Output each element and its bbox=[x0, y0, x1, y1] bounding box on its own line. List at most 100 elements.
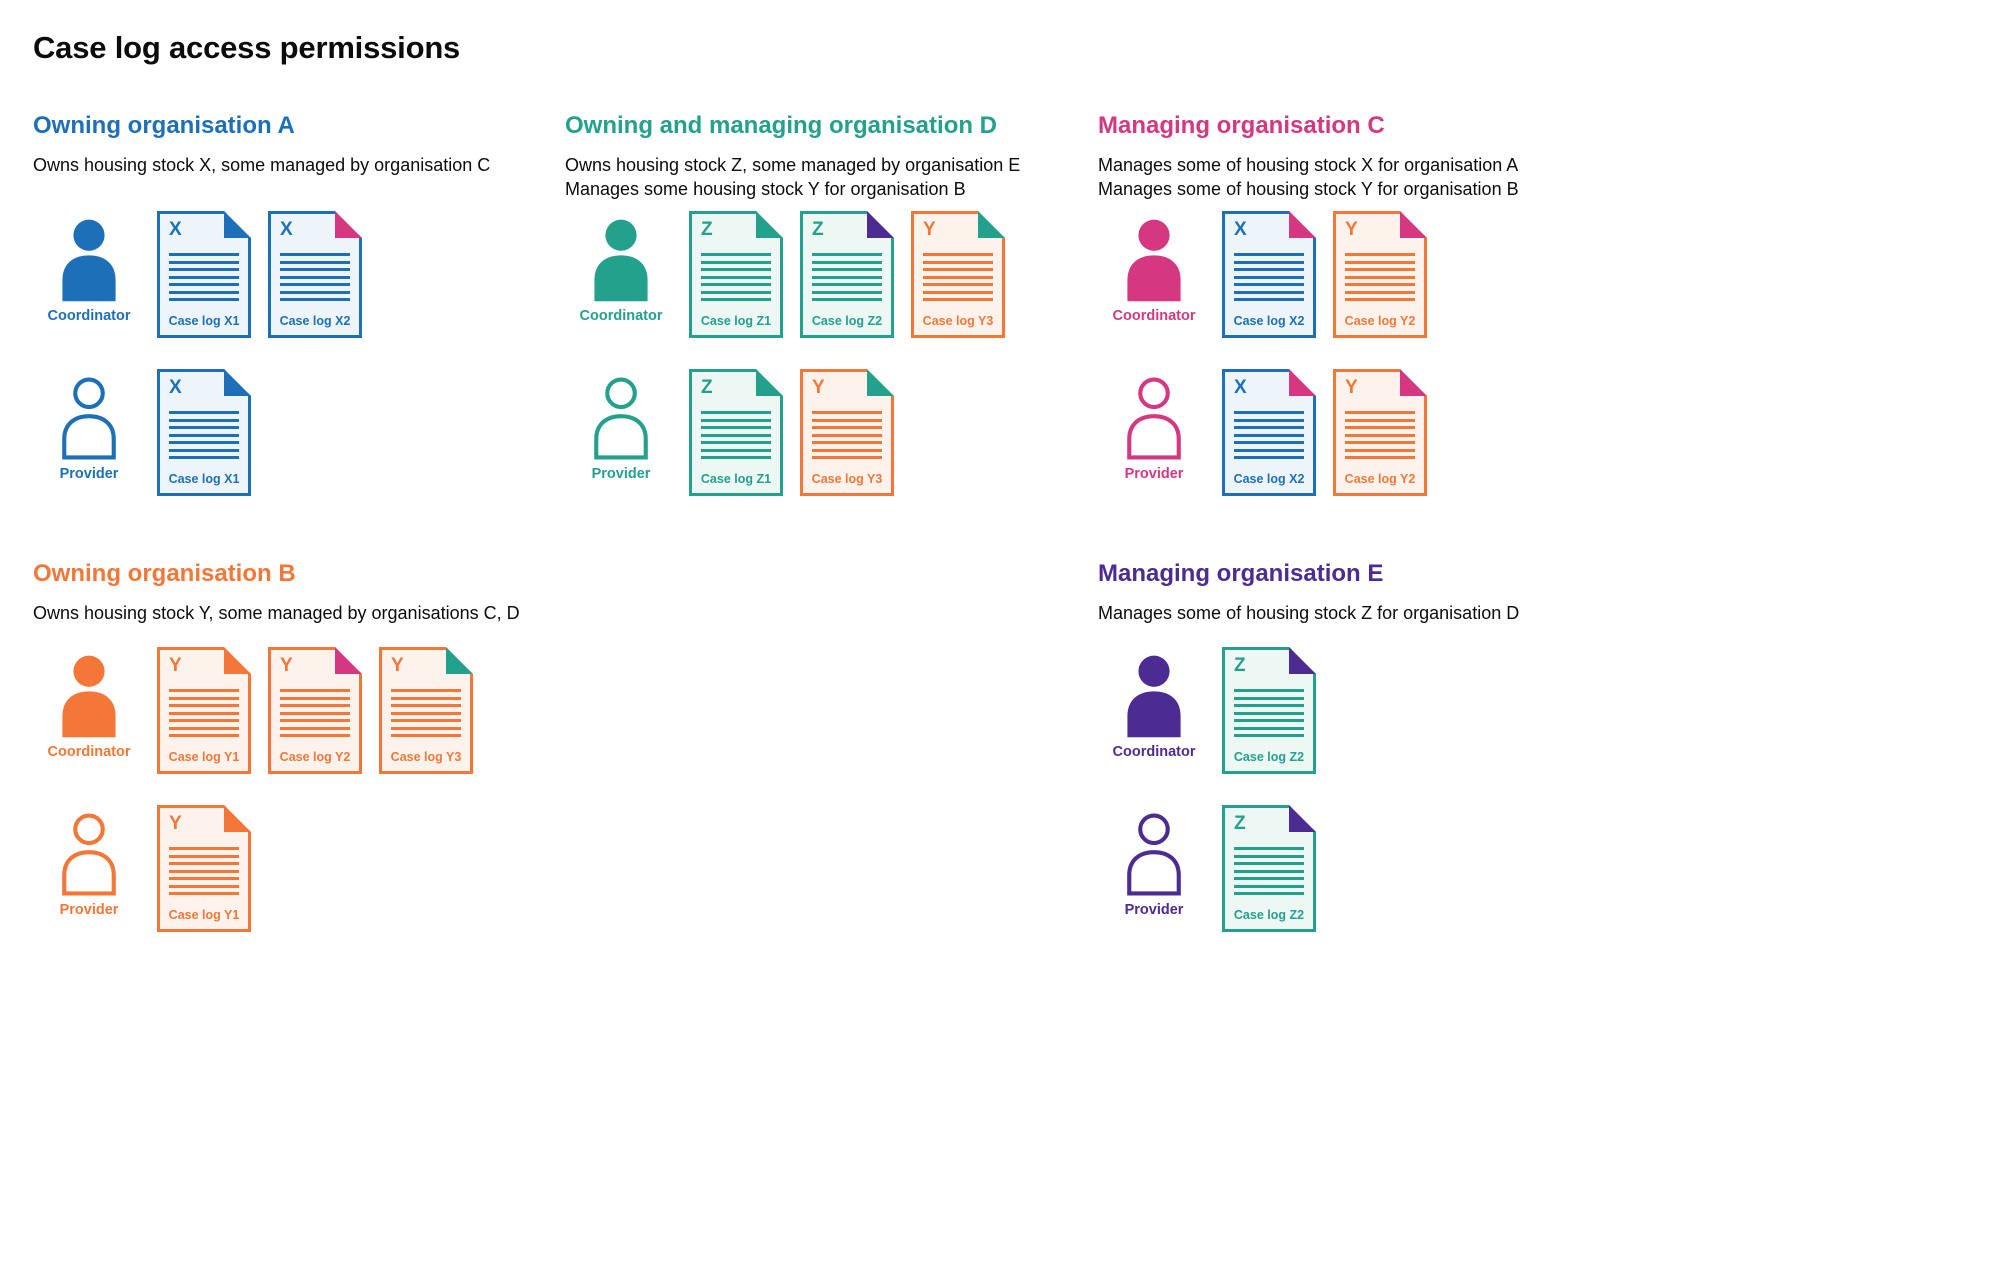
org-description-b: Owns housing stock Y, some managed by or… bbox=[33, 601, 565, 625]
provider-icon bbox=[62, 377, 116, 460]
stock-letter: Y bbox=[280, 655, 293, 676]
folded-corner-icon bbox=[1289, 369, 1316, 396]
coordinator-row: Coordinator X Case log X1 X Case log X2 bbox=[33, 211, 565, 338]
folded-corner-icon bbox=[335, 211, 362, 238]
case-log-label: Case log X1 bbox=[168, 314, 240, 328]
provider-row: Provider X Case log X1 bbox=[33, 369, 565, 496]
doc-list: Z Case log Z1 Z Case log Z2 Y C bbox=[689, 211, 1005, 338]
case-log-doc: Z Case log Z1 bbox=[689, 369, 783, 496]
stock-letter: Z bbox=[1234, 655, 1246, 676]
folded-corner-icon bbox=[867, 211, 894, 238]
doc-list: X Case log X2 Y Case log Y2 bbox=[1222, 211, 1427, 338]
text-lines-icon bbox=[160, 834, 248, 908]
doc-list: Z Case log Z1 Y Case log Y3 bbox=[689, 369, 894, 496]
case-log-label: Case log Y2 bbox=[1344, 314, 1416, 328]
case-log-doc: Z Case log Z2 bbox=[800, 211, 894, 338]
coordinator-figure: Coordinator bbox=[33, 647, 145, 760]
case-log-label: Case log Z1 bbox=[700, 314, 772, 328]
stock-letter: Z bbox=[1234, 813, 1246, 834]
org-title-c: Managing organisation C bbox=[1098, 112, 1385, 139]
case-log-doc: Y Case log Y3 bbox=[911, 211, 1005, 338]
case-log-label: Case log Y3 bbox=[922, 314, 994, 328]
case-log-doc: Y Case log Y1 bbox=[157, 647, 251, 774]
page-title: Case log access permissions bbox=[33, 30, 461, 65]
case-log-doc: X Case log X2 bbox=[268, 211, 362, 338]
coordinator-figure: Coordinator bbox=[565, 211, 677, 324]
folded-corner-icon bbox=[1289, 805, 1316, 832]
case-log-label: Case log X1 bbox=[168, 472, 240, 486]
doc-list: X Case log X1 bbox=[157, 369, 251, 496]
stock-letter: Y bbox=[923, 219, 936, 240]
grid-spacer bbox=[565, 560, 1098, 561]
case-log-label: Case log Y3 bbox=[811, 472, 883, 486]
folded-corner-icon bbox=[756, 369, 783, 396]
role-label: Provider bbox=[591, 466, 651, 482]
role-label: Coordinator bbox=[1112, 308, 1196, 324]
org-grid: Owning organisation A Owns housing stock… bbox=[33, 112, 1960, 932]
role-label: Coordinator bbox=[47, 308, 131, 324]
case-log-doc: Y Case log Y2 bbox=[268, 647, 362, 774]
case-log-label: Case log Z2 bbox=[1233, 908, 1305, 922]
text-lines-icon bbox=[1225, 398, 1313, 472]
org-description-c: Manages some of housing stock X for orga… bbox=[1098, 153, 1960, 201]
folded-corner-icon bbox=[867, 369, 894, 396]
folded-corner-icon bbox=[756, 211, 783, 238]
case-log-doc: Z Case log Z2 bbox=[1222, 805, 1316, 932]
doc-list: X Case log X1 X Case log X2 bbox=[157, 211, 362, 338]
case-log-label: Case log Y2 bbox=[1344, 472, 1416, 486]
org-description-d: Owns housing stock Z, some managed by or… bbox=[565, 153, 1098, 201]
case-log-label: Case log X2 bbox=[1233, 472, 1305, 486]
role-label: Provider bbox=[1124, 902, 1184, 918]
text-lines-icon bbox=[160, 240, 248, 314]
org-section-d: Owning and managing organisation D Owns … bbox=[565, 112, 1098, 496]
org-section-e: Managing organisation E Manages some of … bbox=[1098, 560, 1960, 932]
description-line: Owns housing stock Z, some managed by or… bbox=[565, 155, 1021, 175]
case-log-label: Case log Z1 bbox=[700, 472, 772, 486]
provider-row: Provider Y Case log Y1 bbox=[33, 805, 565, 932]
doc-list: Y Case log Y1 bbox=[157, 805, 251, 932]
coordinator-figure: Coordinator bbox=[33, 211, 145, 324]
case-log-doc: Y Case log Y2 bbox=[1333, 211, 1427, 338]
case-log-doc: Z Case log Z1 bbox=[689, 211, 783, 338]
case-log-doc: Y Case log Y1 bbox=[157, 805, 251, 932]
coordinator-icon bbox=[1127, 219, 1181, 302]
case-log-doc: X Case log X2 bbox=[1222, 369, 1316, 496]
coordinator-icon bbox=[1127, 655, 1181, 738]
doc-list: Z Case log Z2 bbox=[1222, 647, 1316, 774]
provider-figure: Provider bbox=[33, 369, 145, 482]
description-line: Owns housing stock Y, some managed by or… bbox=[33, 603, 520, 623]
org-title-b: Owning organisation B bbox=[33, 560, 296, 587]
provider-figure: Provider bbox=[1098, 369, 1210, 482]
text-lines-icon bbox=[382, 676, 470, 750]
coordinator-row: Coordinator X Case log X2 Y Case log Y2 bbox=[1098, 211, 1960, 338]
stock-letter: X bbox=[169, 377, 182, 398]
text-lines-icon bbox=[1336, 240, 1424, 314]
case-log-doc: X Case log X1 bbox=[157, 211, 251, 338]
case-log-label: Case log Y3 bbox=[390, 750, 462, 764]
folded-corner-icon bbox=[1289, 647, 1316, 674]
case-log-label: Case log X2 bbox=[279, 314, 351, 328]
coordinator-icon bbox=[62, 219, 116, 302]
folded-corner-icon bbox=[1289, 211, 1316, 238]
org-title-a: Owning organisation A bbox=[33, 112, 295, 139]
folded-corner-icon bbox=[978, 211, 1005, 238]
text-lines-icon bbox=[160, 398, 248, 472]
case-log-label: Case log Y1 bbox=[168, 750, 240, 764]
provider-figure: Provider bbox=[33, 805, 145, 918]
stock-letter: Z bbox=[701, 219, 713, 240]
coordinator-figure: Coordinator bbox=[1098, 211, 1210, 324]
description-line: Manages some of housing stock Y for orga… bbox=[1098, 179, 1519, 199]
org-title-e: Managing organisation E bbox=[1098, 560, 1384, 587]
folded-corner-icon bbox=[1400, 369, 1427, 396]
doc-list: X Case log X2 Y Case log Y2 bbox=[1222, 369, 1427, 496]
role-label: Provider bbox=[1124, 466, 1184, 482]
text-lines-icon bbox=[692, 398, 780, 472]
org-section-c: Managing organisation C Manages some of … bbox=[1098, 112, 1960, 496]
text-lines-icon bbox=[803, 398, 891, 472]
stock-letter: Z bbox=[701, 377, 713, 398]
org-description-e: Manages some of housing stock Z for orga… bbox=[1098, 601, 1960, 625]
folded-corner-icon bbox=[1400, 211, 1427, 238]
folded-corner-icon bbox=[224, 647, 251, 674]
stock-letter: Y bbox=[391, 655, 404, 676]
case-log-doc: Y Case log Y3 bbox=[800, 369, 894, 496]
